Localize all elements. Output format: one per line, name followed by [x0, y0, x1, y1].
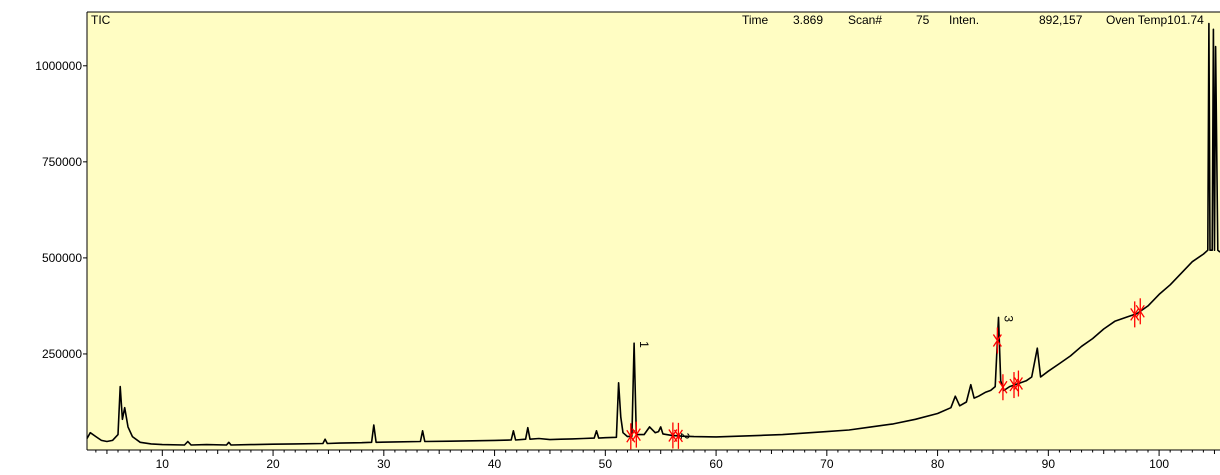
integration-marker — [1130, 301, 1140, 328]
oven-temp-value: 101.74 — [1167, 13, 1204, 27]
integration-marker — [1013, 370, 1023, 397]
oven-temp-readout: Oven Temp101.74 — [1106, 13, 1204, 27]
peak-label[interactable]: 1 — [637, 341, 651, 348]
scan-value: 75 — [916, 13, 930, 27]
x-tick-label: 30 — [377, 457, 391, 470]
integration-marker — [631, 421, 641, 448]
time-value: 3.869 — [793, 13, 823, 27]
integration-marker — [673, 422, 683, 449]
x-tick-label: 60 — [709, 457, 723, 470]
y-tick-label: 500000 — [42, 251, 82, 265]
x-tick-label: 40 — [488, 457, 502, 470]
oven-temp-label: Oven Temp — [1106, 13, 1167, 27]
trace-layer — [86, 22, 1220, 446]
integration-markers — [626, 298, 1145, 450]
integration-marker — [626, 423, 636, 450]
axes: 10 20 30 40 50 60 70 80 90 100 250000 500000 750000 1… — [35, 11, 1220, 471]
integration-marker — [1135, 298, 1145, 325]
peak-label[interactable]: 2 — [678, 433, 692, 440]
x-tick-label: 70 — [820, 457, 834, 470]
x-tick-label: 20 — [266, 457, 280, 470]
x-tick-label: 100 — [1149, 457, 1169, 470]
scan-label: Scan# — [848, 13, 882, 27]
peak-labels: 1 2 3 — [637, 315, 1015, 439]
tic-trace-0 — [86, 22, 1220, 446]
integration-marker — [992, 327, 1002, 354]
x-tick-label: 90 — [1042, 457, 1056, 470]
y-tick-label: 250000 — [42, 347, 82, 361]
x-tick-label: 50 — [599, 457, 613, 470]
x-tick-label: 10 — [156, 457, 170, 470]
plot-area[interactable] — [87, 12, 1220, 450]
time-label: Time — [742, 13, 769, 27]
inten-value: 892,157 — [1039, 13, 1083, 27]
inten-label: Inten. — [949, 13, 979, 27]
integration-marker — [998, 374, 1008, 401]
y-tick-label: 1000000 — [35, 59, 82, 73]
signal-label: TIC — [91, 13, 111, 27]
x-tick-label: 80 — [931, 457, 945, 470]
peak-label[interactable]: 3 — [1001, 315, 1015, 322]
y-tick-label: 750000 — [42, 155, 82, 169]
